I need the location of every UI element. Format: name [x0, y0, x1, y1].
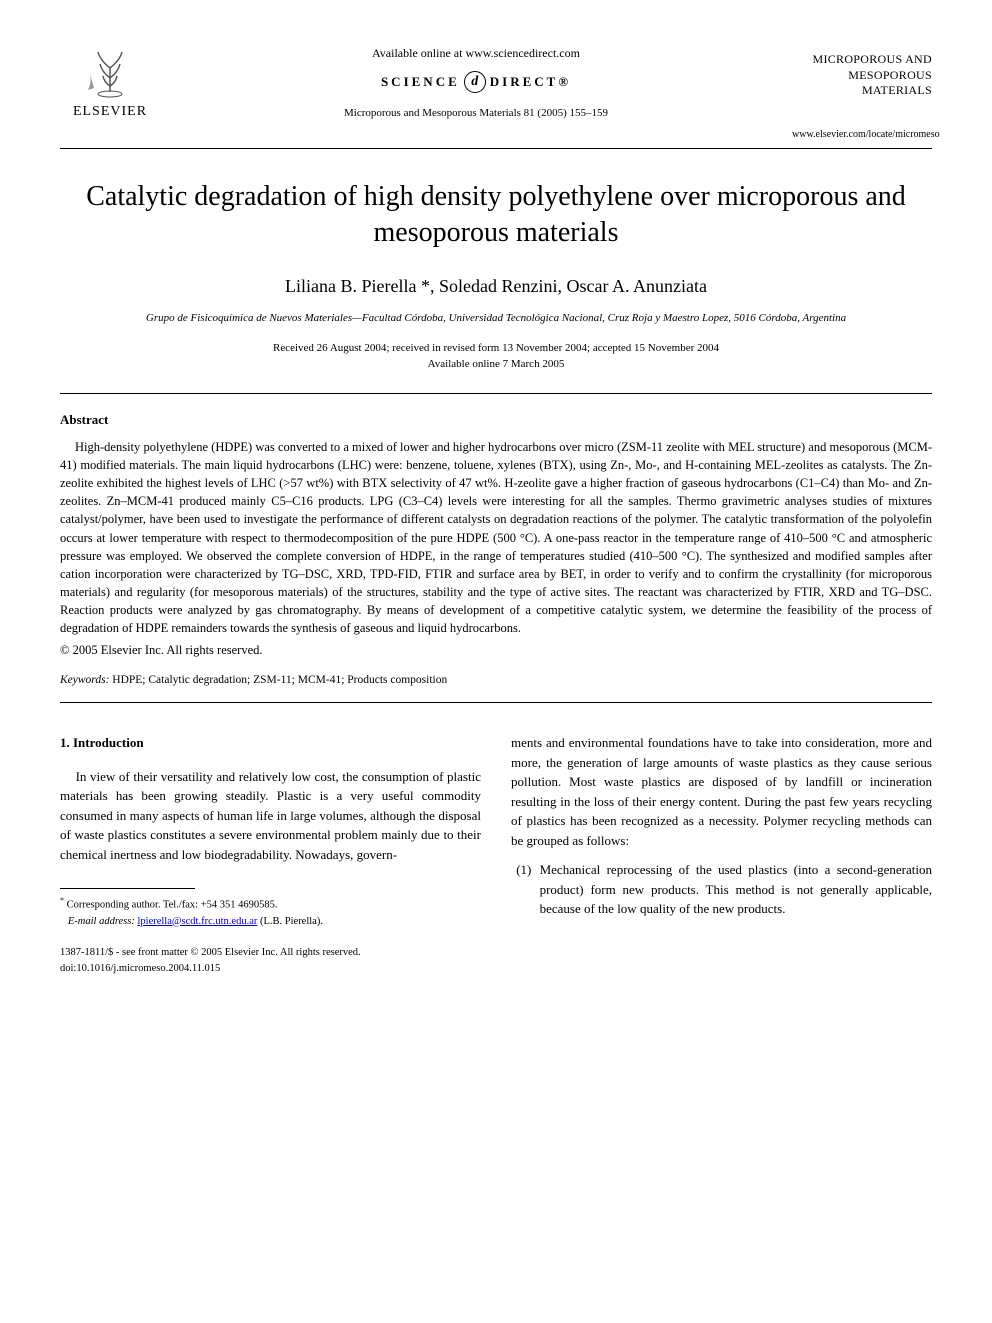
- sd-right: DIRECT®: [490, 74, 571, 90]
- sd-left: SCIENCE: [381, 74, 460, 90]
- article-title: Catalytic degradation of high density po…: [60, 179, 932, 252]
- available-online-text: Available online at www.sciencedirect.co…: [160, 46, 792, 61]
- column-right: ments and environmental foundations have…: [511, 733, 932, 977]
- abstract-paragraph: High-density polyethylene (HDPE) was con…: [60, 438, 932, 637]
- abstract-top-rule: [60, 393, 932, 394]
- footnote-corr-text: Corresponding author. Tel./fax: +54 351 …: [64, 900, 278, 911]
- body-columns: 1. Introduction In view of their versati…: [60, 733, 932, 977]
- article-dates: Received 26 August 2004; received in rev…: [60, 340, 932, 373]
- journal-name-line2: MESOPOROUS MATERIALS: [848, 68, 932, 98]
- header-rule: [60, 148, 932, 149]
- column-left: 1. Introduction In view of their versati…: [60, 733, 481, 977]
- sd-circle-icon: d: [464, 71, 486, 93]
- keywords-label: Keywords:: [60, 674, 109, 686]
- abstract-body: High-density polyethylene (HDPE) was con…: [60, 438, 932, 637]
- journal-name: MICROPOROUS AND MESOPOROUS MATERIALS: [792, 52, 932, 99]
- dates-line2: Available online 7 March 2005: [428, 358, 565, 370]
- elsevier-logo-icon: [80, 40, 140, 100]
- abstract-bottom-rule: [60, 702, 932, 703]
- author-email-link[interactable]: lpierella@scdt.frc.utn.edu.ar: [137, 916, 257, 927]
- list-item-1: (1) Mechanical reprocessing of the used …: [511, 860, 932, 919]
- copyright-line: © 2005 Elsevier Inc. All rights reserved…: [60, 643, 932, 658]
- list-text-1: Mechanical reprocessing of the used plas…: [540, 862, 932, 916]
- page-header: ELSEVIER Available online at www.science…: [60, 40, 932, 140]
- list-number-1: (1): [516, 860, 531, 880]
- journal-block: MICROPOROUS AND MESOPOROUS MATERIALS www…: [792, 40, 932, 140]
- keywords-line: Keywords: HDPE; Catalytic degradation; Z…: [60, 674, 932, 686]
- email-after: (L.B. Pierella).: [257, 916, 323, 927]
- dates-line1: Received 26 August 2004; received in rev…: [273, 342, 719, 354]
- affiliation: Grupo de Fisicoquímica de Nuevos Materia…: [60, 311, 932, 326]
- email-label: E-mail address:: [68, 916, 138, 927]
- intro-paragraph-1b: ments and environmental foundations have…: [511, 733, 932, 850]
- journal-url: www.elsevier.com/locate/micromeso: [792, 129, 932, 140]
- frontmatter-line1: 1387-1811/$ - see front matter © 2005 El…: [60, 947, 361, 958]
- footnote-rule: [60, 888, 195, 889]
- citation-text: Microporous and Mesoporous Materials 81 …: [160, 107, 792, 119]
- publisher-name: ELSEVIER: [73, 104, 147, 120]
- header-center: Available online at www.sciencedirect.co…: [160, 40, 792, 119]
- corresponding-author-footnote: * Corresponding author. Tel./fax: +54 35…: [60, 895, 481, 929]
- publisher-block: ELSEVIER: [60, 40, 160, 120]
- sciencedirect-logo: SCIENCE d DIRECT®: [160, 71, 792, 93]
- abstract-heading: Abstract: [60, 412, 932, 428]
- section-1-heading: 1. Introduction: [60, 733, 481, 753]
- intro-paragraph-1a: In view of their versatility and relativ…: [60, 767, 481, 865]
- keywords-value: HDPE; Catalytic degradation; ZSM-11; MCM…: [109, 674, 447, 686]
- authors-line: Liliana B. Pierella *, Soledad Renzini, …: [60, 276, 932, 297]
- front-matter: 1387-1811/$ - see front matter © 2005 El…: [60, 945, 481, 977]
- journal-name-line1: MICROPOROUS AND: [812, 52, 932, 66]
- frontmatter-doi: doi:10.1016/j.micromeso.2004.11.015: [60, 963, 220, 974]
